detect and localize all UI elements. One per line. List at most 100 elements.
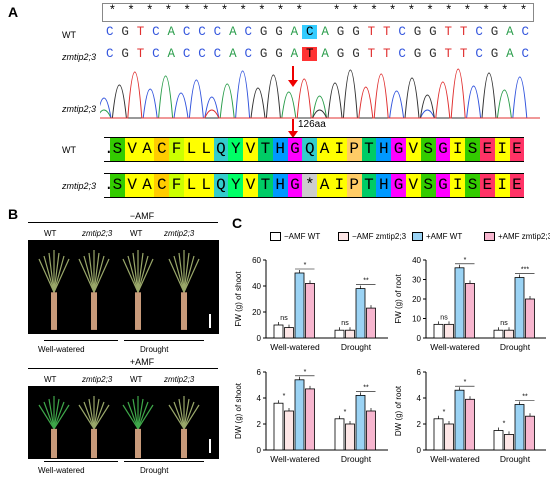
leaf	[53, 252, 60, 293]
bar	[294, 379, 305, 451]
y-axis-label: DW (g) of root	[394, 385, 403, 436]
leaf	[83, 255, 95, 293]
amino-acid: .	[104, 138, 114, 161]
bar	[465, 282, 475, 339]
nucleotide: T	[459, 47, 468, 61]
col-wt-2: WT	[130, 229, 143, 238]
amino-acid: V	[124, 174, 140, 197]
mutant-label: zmtip2;3	[62, 52, 97, 62]
amino-acid: I	[450, 138, 466, 161]
leaf	[48, 398, 55, 429]
legend-label: −AMF WT	[284, 232, 321, 241]
bar	[454, 267, 465, 339]
conservation-mark: *	[351, 4, 360, 18]
leaf	[137, 404, 154, 430]
amino-acid: V	[124, 138, 140, 161]
root	[51, 292, 57, 330]
amino-acid: H	[376, 174, 392, 197]
nucleotide: T	[302, 47, 318, 61]
legend-label: −AMF zmtip2;3	[352, 232, 407, 241]
significance-label: *	[304, 262, 307, 269]
nucleotide: A	[290, 47, 299, 61]
y-tick-label: 40	[252, 282, 261, 291]
leaf	[53, 255, 65, 293]
significance-label: *	[464, 257, 467, 264]
legend-item: +AMF WT	[412, 232, 462, 241]
root	[135, 292, 141, 330]
legend-item: +AMF zmtip2;3	[484, 232, 550, 241]
amino-acid: H	[376, 138, 392, 161]
nucleotide: C	[244, 25, 252, 39]
mutant-amino-acid-sequence: . S V A C F L L Q Y V T H G * A I P T H G V S G I S E I E	[104, 173, 525, 198]
y-tick-label: 10	[412, 315, 421, 324]
bar	[273, 402, 284, 451]
panel-label-a: A	[8, 4, 19, 20]
legend-item: −AMF WT	[270, 232, 320, 241]
amino-acid: V	[243, 138, 258, 161]
bar	[504, 329, 514, 339]
conservation-mark: *	[444, 4, 453, 18]
col-wt-1: WT	[44, 229, 57, 238]
well-watered-rule-top	[44, 340, 118, 341]
conservation-mark: *	[239, 4, 247, 18]
amino-acid: C	[154, 138, 170, 161]
nucleotide: C	[213, 47, 222, 61]
leaf	[93, 255, 105, 293]
nucleotide: G	[490, 47, 499, 61]
amino-acid: I	[331, 138, 347, 161]
amino-acid: H	[272, 174, 288, 197]
significance-label: ns	[341, 320, 349, 327]
nucleotide: T	[136, 25, 145, 39]
amino-acid: T	[257, 138, 273, 161]
bar	[433, 323, 444, 339]
nucleotide: C	[198, 25, 206, 39]
leaf	[137, 258, 154, 293]
bar	[366, 307, 376, 339]
leaf	[53, 258, 70, 293]
significance-label: ns	[280, 315, 288, 322]
category-label: Well-watered	[430, 342, 480, 352]
conservation-mark: *	[164, 4, 173, 18]
significance-label: *	[304, 369, 307, 376]
amino-acid: T	[257, 174, 273, 197]
y-tick-label: 2	[257, 420, 262, 429]
nucleotide: T	[367, 25, 376, 39]
category-label: Drought	[341, 454, 372, 464]
bar	[355, 394, 366, 451]
root	[51, 428, 57, 459]
leaf	[88, 252, 95, 293]
nucleotide: C	[182, 47, 191, 61]
nucleotide: G	[413, 25, 422, 39]
nucleotide: A	[290, 25, 299, 39]
nucleotide: A	[506, 25, 514, 39]
leaf	[43, 255, 55, 293]
nucleotide: G	[429, 25, 437, 39]
amino-acid: L	[198, 138, 214, 161]
amino-acid: P	[346, 174, 362, 197]
position-arrow-icon	[288, 119, 298, 138]
nucleotide: A	[321, 25, 329, 39]
nucleotide: C	[475, 25, 483, 39]
nucleotide: C	[244, 47, 252, 61]
nucleotide: T	[444, 47, 453, 61]
significance-label: ***	[521, 267, 529, 274]
leaf	[122, 404, 139, 430]
legend-item: −AMF zmtip2;3	[338, 232, 406, 241]
bar	[284, 410, 294, 451]
y-axis-label: DW (g) of shoot	[234, 382, 243, 439]
nucleotide: T	[459, 25, 468, 39]
bar	[525, 298, 535, 339]
plant-photo-plus-amf	[28, 386, 219, 459]
leaf	[137, 255, 149, 293]
conservation-mark: *	[145, 4, 154, 18]
significance-label: *	[344, 409, 347, 416]
amino-acid: Y	[228, 174, 244, 197]
group-drought-top: Drought	[140, 345, 169, 354]
significance-label: *	[283, 393, 286, 400]
leaf	[78, 258, 95, 293]
nucleotide: G	[121, 47, 129, 61]
conservation-mark: *	[108, 4, 117, 18]
nucleotide: C	[182, 25, 191, 39]
conservation-mark: *	[295, 4, 303, 18]
